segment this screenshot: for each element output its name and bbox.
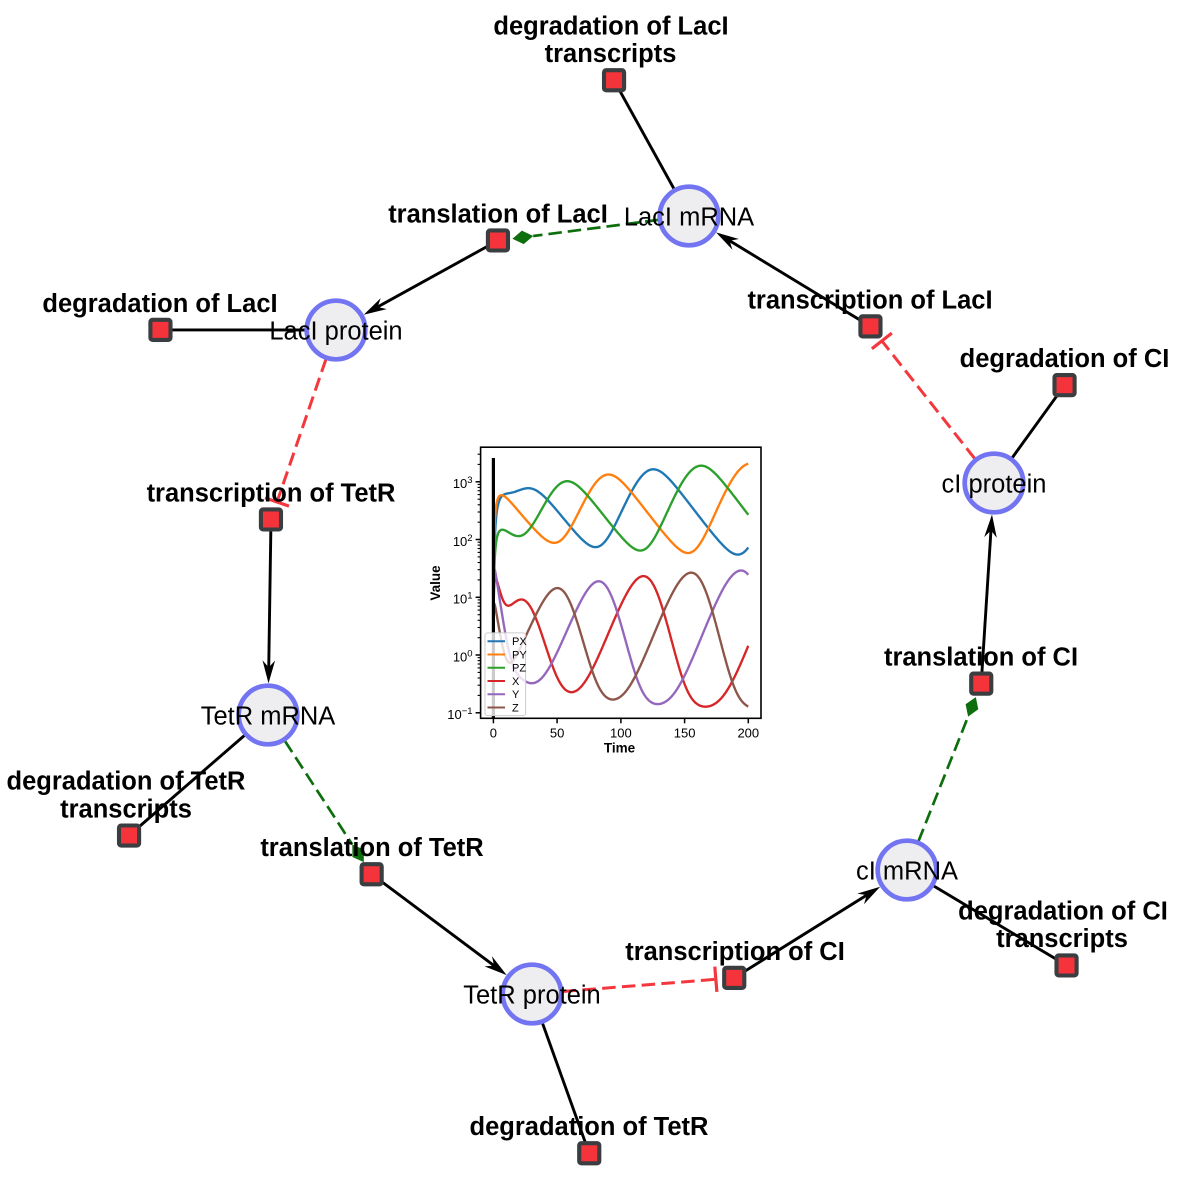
- svg-text:TetR protein: TetR protein: [463, 981, 601, 1009]
- svg-text:degradation of CI: degradation of CI: [958, 898, 1168, 926]
- svg-text:transcription of LacI: transcription of LacI: [747, 286, 992, 314]
- svg-text:transcription of TetR: transcription of TetR: [147, 480, 396, 508]
- svg-text:100: 100: [610, 725, 632, 740]
- svg-text:degradation of CI: degradation of CI: [960, 345, 1170, 373]
- svg-text:transcripts: transcripts: [996, 925, 1128, 953]
- svg-text:transcription of CI: transcription of CI: [625, 938, 845, 966]
- svg-text:103: 103: [453, 475, 473, 491]
- svg-text:PZ: PZ: [512, 663, 526, 675]
- svg-text:50: 50: [550, 725, 564, 740]
- svg-text:150: 150: [674, 725, 696, 740]
- svg-text:0: 0: [490, 725, 497, 740]
- svg-text:Value: Value: [428, 565, 443, 601]
- svg-text:TetR mRNA: TetR mRNA: [201, 702, 336, 730]
- svg-text:degradation of TetR: degradation of TetR: [7, 768, 246, 796]
- svg-text:translation of TetR: translation of TetR: [260, 834, 483, 862]
- svg-text:PX: PX: [512, 636, 527, 648]
- svg-text:translation of LacI: translation of LacI: [388, 201, 608, 229]
- svg-text:100: 100: [453, 648, 473, 664]
- svg-text:PY: PY: [512, 649, 527, 661]
- svg-text:X: X: [512, 676, 520, 688]
- svg-text:Time: Time: [604, 741, 636, 756]
- svg-text:10−1: 10−1: [447, 706, 472, 722]
- svg-text:transcripts: transcripts: [545, 40, 677, 68]
- svg-text:Z: Z: [512, 702, 519, 714]
- svg-text:transcripts: transcripts: [60, 795, 192, 823]
- svg-text:200: 200: [737, 725, 759, 740]
- svg-text:101: 101: [453, 591, 473, 607]
- svg-text:cI mRNA: cI mRNA: [856, 857, 958, 885]
- svg-text:LacI protein: LacI protein: [269, 317, 402, 345]
- svg-text:LacI mRNA: LacI mRNA: [624, 203, 754, 231]
- svg-text:102: 102: [453, 533, 473, 549]
- svg-text:translation of CI: translation of CI: [884, 644, 1078, 672]
- svg-text:degradation of LacI: degradation of LacI: [42, 290, 277, 318]
- svg-text:cI protein: cI protein: [942, 470, 1047, 498]
- svg-text:Y: Y: [512, 689, 520, 701]
- svg-text:degradation of LacI: degradation of LacI: [493, 13, 728, 41]
- svg-text:degradation of TetR: degradation of TetR: [470, 1113, 709, 1141]
